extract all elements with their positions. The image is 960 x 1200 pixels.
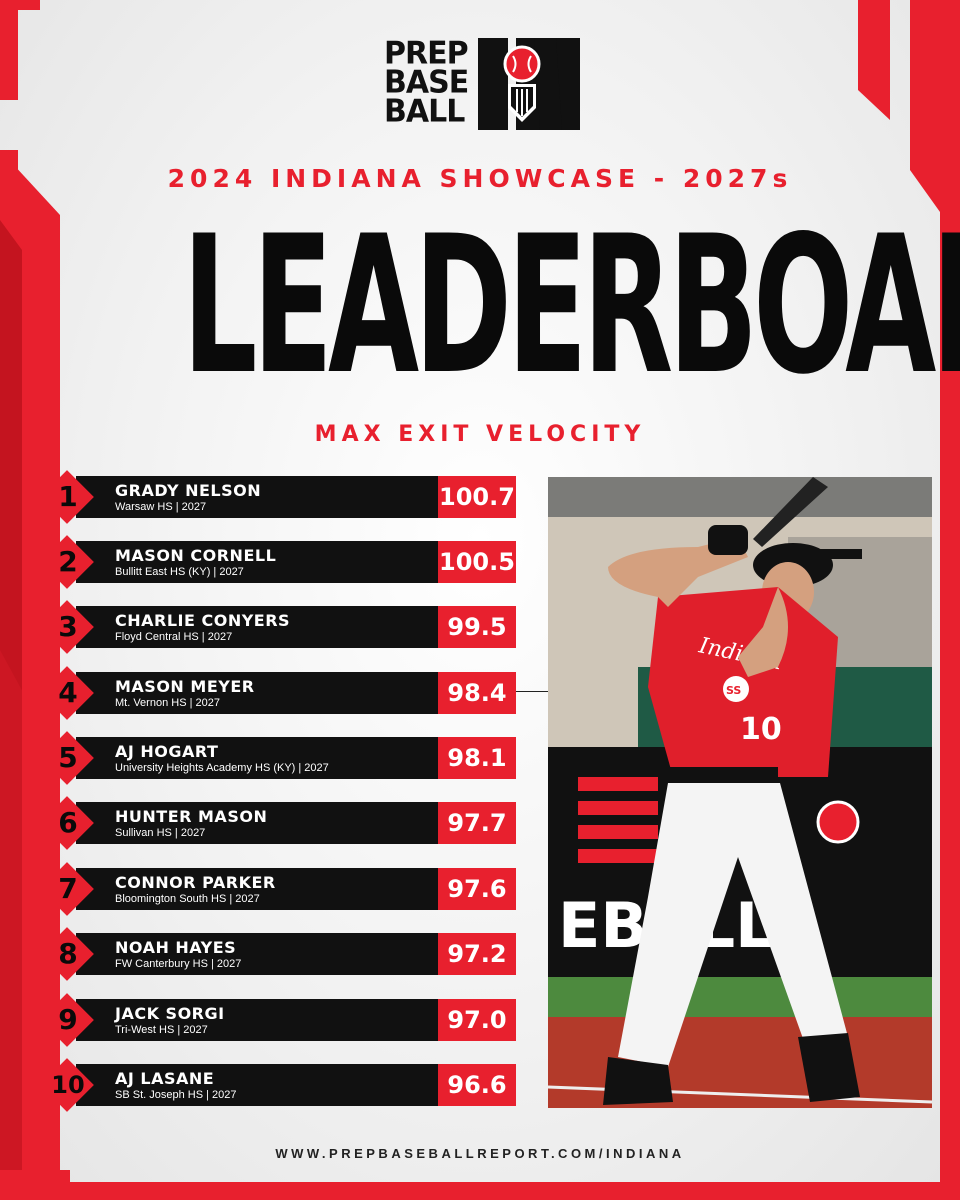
leaderboard-row: 4 MASON MEYER Mt. Vernon HS | 2027 98.4 xyxy=(40,666,516,720)
leaderboard-row: 9 JACK SORGI Tri-West HS | 2027 97.0 xyxy=(40,993,516,1047)
leaderboard-row: 3 CHARLIE CONYERS Floyd Central HS | 202… xyxy=(40,600,516,654)
player-name: AJ LASANE xyxy=(115,1069,215,1088)
jersey-patch: SS xyxy=(726,684,741,697)
player-photo: EBALL Indiana SS 10 xyxy=(548,477,932,1108)
player-name: CHARLIE CONYERS xyxy=(115,611,291,630)
player-school: University Heights Academy HS (KY) | 202… xyxy=(115,762,329,774)
exit-velocity-value: 96.6 xyxy=(438,1064,516,1106)
player-name: MASON MEYER xyxy=(115,677,255,696)
player-name: CONNOR PARKER xyxy=(115,873,276,892)
leaderboard-row: 5 AJ HOGART University Heights Academy H… xyxy=(40,731,516,785)
player-school: SB St. Joseph HS | 2027 xyxy=(115,1089,237,1101)
row-bar xyxy=(76,672,478,714)
exit-velocity-value: 100.5 xyxy=(438,541,516,583)
player-school: FW Canterbury HS | 2027 xyxy=(115,958,242,970)
player-school: Bullitt East HS (KY) | 2027 xyxy=(115,566,244,578)
row-bar xyxy=(76,999,478,1041)
row-bar xyxy=(76,606,478,648)
jersey-number: 10 xyxy=(740,712,782,747)
player-school: Tri-West HS | 2027 xyxy=(115,1024,208,1036)
rank-number: 9 xyxy=(58,1003,78,1036)
exit-velocity-value: 99.5 xyxy=(438,606,516,648)
exit-velocity-value: 98.4 xyxy=(438,672,516,714)
leaderboard-row: 6 HUNTER MASON Sullivan HS | 2027 97.7 xyxy=(40,796,516,850)
row-bar xyxy=(76,476,478,518)
player-name: HUNTER MASON xyxy=(115,807,268,826)
leaderboard-row: 1 GRADY NELSON Warsaw HS | 2027 100.7 xyxy=(40,470,516,524)
exit-velocity-value: 97.0 xyxy=(438,999,516,1041)
exit-velocity-value: 97.2 xyxy=(438,933,516,975)
rank-number: 7 xyxy=(58,872,78,905)
logo-in-mark-icon xyxy=(478,38,580,130)
row-bar xyxy=(76,541,478,583)
player-name: NOAH HAYES xyxy=(115,938,237,957)
player-name: MASON CORNELL xyxy=(115,546,277,565)
rank-number: 1 xyxy=(58,480,78,513)
rank-number: 6 xyxy=(58,806,78,839)
connector-line xyxy=(516,691,554,692)
player-school: Warsaw HS | 2027 xyxy=(115,501,207,513)
rank-number: 10 xyxy=(51,1071,85,1099)
logo-word-prep: PREP xyxy=(384,35,469,72)
website-url: WWW.PREPBASEBALLREPORT.COM/INDIANA xyxy=(275,1146,685,1161)
row-bar xyxy=(76,802,478,844)
player-name: GRADY NELSON xyxy=(115,481,262,500)
exit-velocity-value: 97.7 xyxy=(438,802,516,844)
rank-number: 3 xyxy=(58,610,78,643)
logo-word-base: BASE xyxy=(384,64,469,101)
exit-velocity-value: 97.6 xyxy=(438,868,516,910)
rank-number: 5 xyxy=(58,741,78,774)
leaderboard-row: 10 AJ LASANE SB St. Joseph HS | 2027 96.… xyxy=(40,1058,516,1112)
stat-subtitle: MAX EXIT VELOCITY xyxy=(314,422,646,447)
main-title: LEADERBOARD xyxy=(182,195,960,416)
event-title: 2024 INDIANA SHOWCASE - 2027s xyxy=(167,164,793,193)
exit-velocity-value: 98.1 xyxy=(438,737,516,779)
player-school: Bloomington South HS | 2027 xyxy=(115,893,260,905)
leaderboard-row: 7 CONNOR PARKER Bloomington South HS | 2… xyxy=(40,862,516,916)
player-name: JACK SORGI xyxy=(115,1004,225,1023)
row-bar xyxy=(76,868,478,910)
player-name: AJ HOGART xyxy=(115,742,219,761)
player-school: Floyd Central HS | 2027 xyxy=(115,631,233,643)
row-bar xyxy=(76,1064,478,1106)
rank-number: 8 xyxy=(58,937,78,970)
rank-number: 4 xyxy=(58,676,78,709)
leaderboard-row: 2 MASON CORNELL Bullitt East HS (KY) | 2… xyxy=(40,535,516,589)
prep-baseball-logo: PREP BASE BALL xyxy=(384,38,580,130)
rank-number: 2 xyxy=(58,545,78,578)
player-school: Sullivan HS | 2027 xyxy=(115,827,206,839)
player-school: Mt. Vernon HS | 2027 xyxy=(115,697,220,709)
logo-word-ball: BALL xyxy=(384,93,465,130)
leaderboard-row: 8 NOAH HAYES FW Canterbury HS | 2027 97.… xyxy=(40,927,516,981)
row-bar xyxy=(76,933,478,975)
row-bar xyxy=(76,737,478,779)
exit-velocity-value: 100.7 xyxy=(438,476,516,518)
